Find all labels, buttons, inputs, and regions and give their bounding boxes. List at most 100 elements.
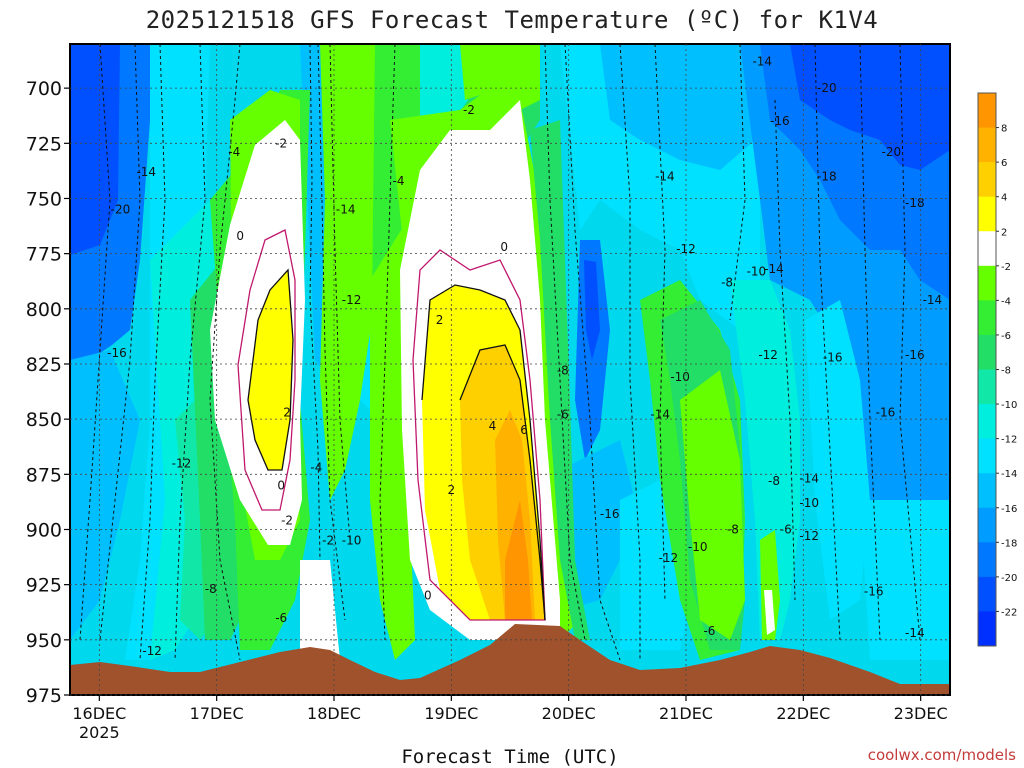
colorbar-swatch: [978, 473, 996, 509]
contour-label: -6: [703, 624, 715, 638]
colorbar-label: -6: [1001, 331, 1011, 342]
colorbar-label: 2: [1001, 227, 1007, 238]
contour-label: -8: [727, 522, 739, 536]
colorbar-label: -16: [1001, 504, 1017, 515]
y-tick-label: 725: [26, 133, 62, 155]
temperature-fill-regions: [70, 44, 950, 660]
colorbar-swatch: [978, 576, 996, 612]
colorbar-label: -8: [1001, 366, 1011, 377]
contour-label: -14: [799, 472, 819, 486]
contour-label: -12: [799, 529, 819, 543]
contour-label: -6: [557, 408, 569, 422]
contour-label: 6: [520, 423, 528, 437]
contour-label: -12: [758, 348, 778, 362]
colorbar-swatch: [978, 265, 996, 301]
contour-label: -2: [281, 514, 293, 528]
colorbar-label: -12: [1001, 435, 1017, 446]
colorbar-swatch: [978, 334, 996, 370]
contour-label: -10: [688, 540, 708, 554]
contour-label: -10: [799, 496, 819, 510]
colorbar-swatch: [978, 404, 996, 440]
x-tick-label: 19DEC: [424, 704, 478, 723]
y-tick-label: 825: [26, 354, 62, 376]
contour-label: -20: [111, 203, 131, 217]
colorbar-swatch: [978, 369, 996, 405]
colorbar-label: 6: [1001, 158, 1007, 169]
x-tick-label: 18DEC: [307, 704, 361, 723]
contour-label: 4: [489, 419, 497, 433]
x-tick-label: 21DEC: [659, 704, 713, 723]
contour-label: -12: [659, 551, 679, 565]
y-tick-label: 750: [26, 188, 62, 210]
x-tick-label: 17DEC: [190, 704, 244, 723]
contour-label: 0: [277, 478, 285, 492]
contour-label: -8: [205, 582, 217, 596]
contour-label: -18: [905, 196, 925, 210]
colorbar-label: -4: [1001, 296, 1011, 307]
contour-label: -8: [721, 275, 733, 289]
contour-label: -4: [393, 174, 405, 188]
contour-label: -16: [600, 507, 620, 521]
time-axis: 16DEC 17DEC 18DEC 19DEC 20DEC 21DEC 22DEC 23DEC…: [72, 695, 948, 742]
colorbar-swatch: [978, 507, 996, 543]
y-tick-label: 925: [26, 575, 62, 597]
y-tick-label: 700: [26, 78, 62, 100]
contour-label: -4: [228, 145, 240, 159]
y-tick-label: 875: [26, 464, 62, 486]
x-tick-label: 22DEC: [776, 704, 830, 723]
y-tick-label: 900: [26, 519, 62, 541]
x-tick-label: 20DEC: [542, 704, 596, 723]
colorbar-swatch: [978, 162, 996, 198]
contour-label: -14: [336, 203, 356, 217]
colorbar-swatch: [978, 542, 996, 578]
contour-label: -2: [463, 103, 475, 117]
colorbar: 8 6 4 2 -2 -4 -6 -8 -10 -12 -14 -16 -18 -20 -22: [977, 92, 1017, 647]
contour-label: -14: [923, 293, 943, 307]
contour-label: -16: [905, 348, 925, 362]
contour-label: 0: [424, 589, 432, 603]
source-credit: coolwx.com/models: [867, 746, 1016, 764]
contour-label: -16: [876, 406, 896, 420]
colorbar-swatch: [978, 196, 996, 232]
contour-label: -14: [650, 408, 670, 422]
chart-title: 2025121518 GFS Forecast Temperature (ºC)…: [145, 6, 879, 34]
colorbar-label: 4: [1001, 193, 1007, 204]
warm-contour-lines: [237, 229, 546, 621]
colorbar-label: -10: [1001, 400, 1017, 411]
contour-label: -10: [747, 264, 767, 278]
contour-label: -10: [670, 370, 690, 384]
contour-label: -8: [557, 364, 569, 378]
x-tick-label: 16DEC: [72, 704, 126, 723]
y-tick-label: 975: [26, 685, 62, 707]
colorbar-label: -2: [1001, 262, 1011, 273]
contour-label: 2: [283, 406, 291, 420]
colorbar-label: -22: [1001, 607, 1017, 618]
x-axis-label: Forecast Time (UTC): [401, 746, 619, 768]
contour-label: -16: [864, 584, 884, 598]
contour-label: -6: [275, 611, 287, 625]
colorbar-swatch: [978, 300, 996, 336]
contour-label: -14: [905, 626, 925, 640]
contour-lines: [79, 44, 921, 661]
contour-label: 0: [500, 240, 508, 254]
y-tick-label: 850: [26, 409, 62, 431]
colorbar-label: -18: [1001, 538, 1017, 549]
contour-label: 0: [236, 229, 244, 243]
colorbar-label: 8: [1001, 124, 1007, 135]
contour-label: -14: [764, 262, 784, 276]
contour-label: -18: [817, 169, 837, 183]
contour-label: -16: [770, 114, 790, 128]
colorbar-label: -20: [1001, 573, 1017, 584]
contour-label: -12: [142, 644, 162, 658]
x-tick-label: 23DEC: [894, 704, 948, 723]
contour-label: 2: [436, 313, 444, 327]
y-tick-label: 800: [26, 299, 62, 321]
y-tick-label: 775: [26, 244, 62, 266]
contour-label: -16: [823, 350, 843, 364]
colorbar-swatch: [978, 611, 996, 647]
contour-label: -14: [136, 165, 156, 179]
contour-label: -16: [107, 346, 127, 360]
pressure-axis: 700 725 750 775 800 825 850 875 900 925 950 975: [26, 78, 70, 707]
